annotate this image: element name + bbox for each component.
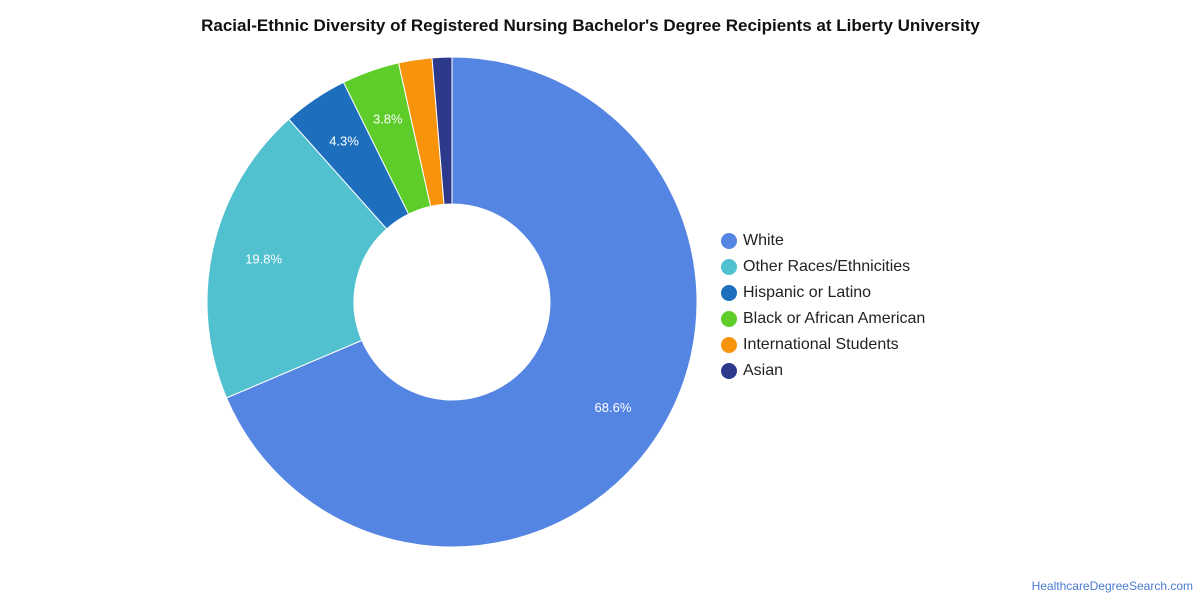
data-label-white: 68.6% [595, 400, 632, 415]
legend-label: Hispanic or Latino [743, 284, 872, 301]
legend-item[interactable]: Black or African American [721, 306, 925, 332]
legend-swatch-icon [721, 285, 737, 301]
source-credit[interactable]: HealthcareDegreeSearch.com [1031, 579, 1193, 593]
legend-swatch-icon [721, 363, 737, 379]
legend-item[interactable]: Other Races/Ethnicities [721, 254, 925, 280]
legend-swatch-icon [721, 337, 737, 353]
chart-title: Racial-Ethnic Diversity of Registered Nu… [201, 16, 980, 35]
slice-white[interactable] [225, 56, 698, 548]
legend-item[interactable]: International Students [721, 332, 925, 358]
data-label-other-races-ethnicities: 19.8% [245, 251, 282, 266]
data-label-black-or-african-american: 3.8% [373, 111, 403, 126]
slice-asian[interactable] [431, 56, 453, 205]
legend-swatch-icon [721, 259, 737, 275]
legend-swatch-icon [721, 311, 737, 327]
chart-legend: White Other Races/Ethnicities Hispanic or … [721, 228, 925, 384]
legend-swatch-icon [721, 233, 737, 249]
legend-label: Black or African American [743, 310, 926, 327]
legend-label: International Students [743, 336, 899, 353]
legend-label: Asian [743, 362, 784, 379]
legend-item[interactable]: Hispanic or Latino [721, 280, 925, 306]
legend-item[interactable]: Asian [721, 358, 925, 384]
data-label-hispanic-or-latino: 4.3% [329, 133, 359, 148]
legend-label: White [743, 232, 784, 249]
legend-item[interactable]: White [721, 228, 925, 254]
legend-label: Other Races/Ethnicities [743, 258, 911, 275]
slice-other-races-ethnicities[interactable] [206, 118, 388, 399]
